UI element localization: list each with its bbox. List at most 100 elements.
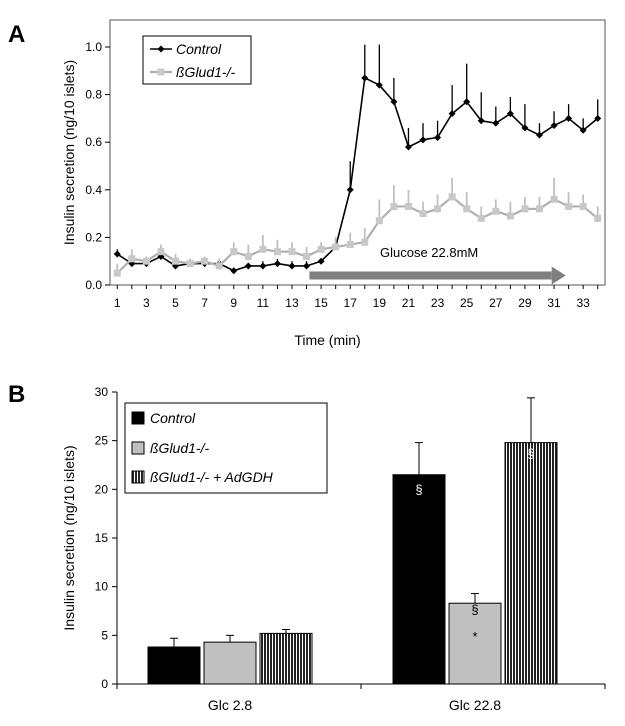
legend-b-knockout-label: ßGlud1-/-: [150, 440, 209, 456]
point-control: [434, 133, 442, 141]
point-knockout: [142, 257, 150, 265]
y-tick-label-a: 0.4: [85, 183, 102, 197]
x-tick-label-a: 15: [314, 296, 328, 310]
point-knockout: [157, 248, 165, 256]
legend-a-knockout-marker: [157, 68, 165, 76]
x-tick-label-a: 17: [344, 296, 358, 310]
bar-significance-label: §: [527, 446, 534, 461]
y-tick-label-b: 5: [101, 628, 108, 642]
point-control: [579, 126, 587, 134]
point-knockout: [201, 257, 209, 265]
point-knockout: [346, 241, 354, 249]
x-tick-label-a: 27: [489, 296, 503, 310]
legend-b-knockout-swatch: [131, 441, 145, 455]
point-knockout: [463, 205, 471, 213]
bar-control: [147, 646, 201, 685]
point-knockout: [594, 214, 602, 222]
y-tick-label-a: 0.2: [85, 230, 102, 244]
legend-b-control-label: Control: [150, 410, 196, 426]
point-knockout: [113, 269, 121, 277]
x-tick-label-a: 19: [373, 296, 387, 310]
x-tick-label-a: 9: [230, 296, 237, 310]
series-line-knockout: [116, 195, 599, 274]
point-knockout: [375, 217, 383, 225]
point-knockout: [419, 210, 427, 218]
point-control: [550, 122, 558, 130]
y-axis-title-b: Insulin secretion (ng/10 islets): [61, 445, 77, 630]
point-control: [317, 257, 325, 265]
point-knockout: [448, 193, 456, 201]
bar-rescue: [504, 442, 558, 685]
point-control: [448, 110, 456, 118]
point-control: [506, 110, 514, 118]
y-tick-label-b: 15: [95, 531, 109, 545]
bar-control: [392, 474, 446, 685]
panel-b-letter: B: [8, 381, 25, 408]
bar-significance-label: §: [415, 482, 422, 497]
x-tick-label-a: 21: [402, 296, 416, 310]
y-axis-title-a: Insulin secretion (ng/10 islets): [61, 60, 77, 245]
x-tick-label-a: 29: [518, 296, 532, 310]
y-tick-label-b: 30: [95, 385, 109, 399]
point-control: [535, 131, 543, 139]
point-control: [594, 114, 602, 122]
point-knockout: [565, 202, 573, 210]
legend-b-control-swatch: [131, 411, 145, 425]
y-tick-label-b: 25: [95, 434, 109, 448]
x-tick-label-a: 3: [143, 296, 150, 310]
legend-a-control-label: Control: [176, 41, 222, 57]
legend-a: Control ßGlud1-/-: [142, 35, 252, 85]
point-control: [477, 117, 485, 125]
plot-a-frame: [109, 19, 606, 286]
x-tick-label-a: 7: [201, 296, 208, 310]
point-knockout: [230, 248, 238, 256]
panel-a-letter: A: [8, 21, 25, 48]
point-knockout: [361, 238, 369, 246]
point-knockout: [492, 207, 500, 215]
point-control: [521, 124, 529, 132]
x-axis-title-a: Time (min): [294, 332, 360, 348]
point-control: [288, 262, 296, 270]
x-tick-label-a: 31: [547, 296, 561, 310]
bar-significance-label: *: [472, 629, 477, 644]
legend-b-box: [124, 402, 328, 494]
point-control: [463, 98, 471, 106]
point-control: [565, 114, 573, 122]
series-line-control: [116, 76, 599, 272]
point-knockout: [404, 202, 412, 210]
point-knockout: [273, 248, 281, 256]
point-knockout: [317, 245, 325, 253]
y-tick-label-a: 0.0: [85, 278, 102, 292]
x-tick-label-a: 11: [257, 296, 270, 310]
point-knockout: [288, 248, 296, 256]
point-knockout: [259, 245, 267, 253]
point-knockout: [186, 260, 194, 268]
bar-rescue: [259, 632, 313, 685]
legend-a-box: [142, 35, 252, 85]
point-control: [492, 119, 500, 127]
point-knockout: [434, 205, 442, 213]
panel-b-bar-chart: 0 5 10 15 20 25 30 Insulin secretion (ng/10 isl…: [61, 385, 606, 713]
point-knockout: [550, 195, 558, 203]
y-tick-label-a: 1.0: [85, 40, 102, 54]
point-knockout: [244, 252, 252, 260]
point-control: [361, 74, 369, 82]
point-control: [259, 262, 267, 270]
category-label: Glc 22.8: [449, 697, 501, 713]
point-knockout: [128, 255, 136, 263]
point-control: [230, 267, 238, 275]
y-tick-label-b: 10: [95, 580, 109, 594]
point-knockout: [521, 205, 529, 213]
legend-b-rescue-swatch: [131, 470, 145, 484]
point-control: [303, 262, 311, 270]
x-tick-label-a: 23: [431, 296, 445, 310]
legend-a-knockout-label: ßGlud1-/-: [176, 64, 235, 80]
point-control: [375, 81, 383, 89]
point-knockout: [172, 257, 180, 265]
legend-b: Control ßGlud1-/- ßGlud1-/- + AdGDH: [124, 402, 328, 494]
x-tick-label-a: 25: [460, 296, 474, 310]
y-tick-label-a: 0.6: [85, 135, 102, 149]
y-tick-label-b: 20: [95, 482, 109, 496]
point-knockout: [535, 205, 543, 213]
